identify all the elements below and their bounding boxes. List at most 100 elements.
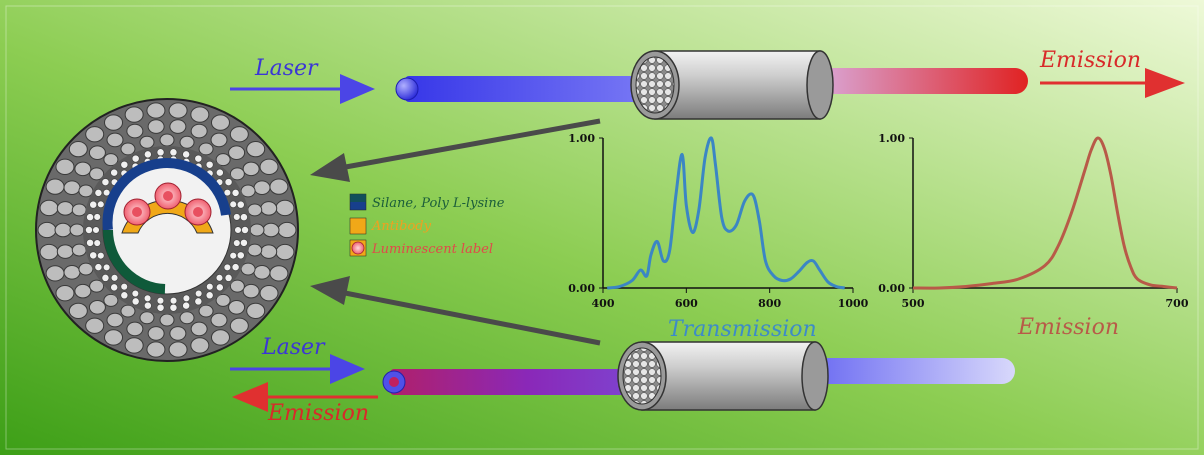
fiber-strand xyxy=(230,318,248,333)
fiber-strand xyxy=(148,327,164,341)
fiber-inner-strand xyxy=(195,298,202,305)
fiber-strand xyxy=(121,305,135,317)
fiber-strand xyxy=(75,284,91,298)
fiber-strand xyxy=(229,146,245,160)
fiber-strand xyxy=(86,127,104,142)
fiber-strand xyxy=(248,204,262,216)
label-laser-top: Laser xyxy=(254,56,319,81)
fiber-inner-strand xyxy=(170,297,177,304)
fiber-inner-strand xyxy=(90,201,97,208)
fiber-strand xyxy=(107,313,123,327)
fiber-inner-strand xyxy=(224,264,231,271)
fiber-strand xyxy=(211,313,227,327)
fiber-strand xyxy=(169,103,187,118)
x-tick-label: 600 xyxy=(675,297,698,310)
fiber-strand xyxy=(170,327,186,341)
fiber-strand xyxy=(140,136,154,148)
fiber-strand xyxy=(199,305,213,317)
fiber-strand xyxy=(260,159,278,174)
fiber-strand xyxy=(55,223,71,237)
fiber-strand xyxy=(69,142,87,157)
fiber-strand xyxy=(250,224,264,236)
fiber-inner-strand xyxy=(94,214,101,221)
fiber-strand xyxy=(199,143,213,155)
top-laser-beam xyxy=(405,76,655,102)
fiber-strand xyxy=(89,146,105,160)
fiber-inner-strand xyxy=(206,283,213,290)
fiber-strand xyxy=(180,136,194,148)
fiber-inner-strand xyxy=(233,240,240,247)
fiber-strand xyxy=(243,284,259,298)
fiber-inner-strand xyxy=(206,161,213,168)
legend-swatch-antibody xyxy=(350,218,366,234)
bottom-laser-beam xyxy=(815,358,1015,384)
fiber-strand xyxy=(40,244,58,259)
fiber-inner-strand xyxy=(170,149,177,156)
fiber-strand xyxy=(276,200,294,215)
y-tick-label: 1.00 xyxy=(878,132,905,145)
y-tick-label: 0.00 xyxy=(568,282,595,295)
label-emission-top: Emission xyxy=(1039,48,1141,73)
fiber-inner-strand xyxy=(111,284,118,291)
fiber-inner-strand xyxy=(86,239,93,246)
fiber-inner-strand xyxy=(183,302,190,309)
fiber-inner-strand xyxy=(195,155,202,162)
fiber-strand xyxy=(57,245,73,259)
fiber-strand xyxy=(270,179,288,194)
y-tick-label: 0.00 xyxy=(878,282,905,295)
fiber-inner-strand xyxy=(95,264,102,271)
y-tick-label: 1.00 xyxy=(568,132,595,145)
label-laser-bottom: Laser xyxy=(261,335,326,360)
fiber-strand xyxy=(107,133,123,147)
emission-chart-title: Emission xyxy=(1017,315,1119,340)
legend-item-antibody: Antibody xyxy=(371,219,432,234)
fiber-strand xyxy=(248,244,262,256)
fiber-strand xyxy=(140,312,154,324)
top-emission-beam xyxy=(820,68,1028,94)
fiber-inner-strand xyxy=(95,189,102,196)
fiber-strand xyxy=(64,181,80,195)
fiber-inner-strand xyxy=(235,227,242,234)
fiber-inner-strand xyxy=(216,284,223,291)
fiber-inner-strand xyxy=(97,201,104,208)
fiber-strand xyxy=(263,223,279,237)
fiber-inner-strand xyxy=(206,292,213,299)
x-tick-label: 500 xyxy=(902,297,925,310)
fiber-inner-strand xyxy=(111,169,118,176)
fiber-strand xyxy=(105,115,123,130)
fiber-inner-strand xyxy=(132,298,139,305)
x-tick-label: 700 xyxy=(1166,297,1189,310)
fiber-cross-section xyxy=(36,99,298,361)
fiber-strand xyxy=(191,338,209,353)
x-tick-label: 1000 xyxy=(838,297,869,310)
fiber-strand xyxy=(125,338,143,353)
fiber-strand xyxy=(75,162,91,176)
fiber-inner-strand xyxy=(183,151,190,158)
fiber-inner-strand xyxy=(85,226,92,233)
fiber-strand xyxy=(38,222,56,237)
transmission-chart-title: Transmission xyxy=(668,317,817,342)
fiber-inner-strand xyxy=(233,214,240,221)
fiber-inner-strand xyxy=(237,252,244,259)
fiber-inner-strand xyxy=(241,226,248,233)
fiber-inner-strand xyxy=(121,161,128,168)
fiber-inner-strand xyxy=(121,292,128,299)
fiber-strand xyxy=(243,162,259,176)
fiber-strand xyxy=(121,143,135,155)
fiber-inner-strand xyxy=(240,239,247,246)
fiber-inner-strand xyxy=(225,178,232,185)
fiber-strand xyxy=(270,266,288,281)
fiber-inner-strand xyxy=(93,227,100,234)
fiber-strand xyxy=(230,127,248,142)
fiber-inner-strand xyxy=(102,274,109,281)
fiber-inner-strand xyxy=(102,178,109,185)
fiber-inner-strand xyxy=(230,252,237,259)
fiber-inner-strand xyxy=(144,151,151,158)
fiber-inner-strand xyxy=(94,240,101,247)
fiber-inner-strand xyxy=(121,283,128,290)
fiber-strand xyxy=(105,330,123,345)
fiber-strand xyxy=(46,179,64,194)
legend-item-luminescent: Luminescent label xyxy=(371,242,493,257)
fiber-strand xyxy=(148,120,164,134)
fiber-strand xyxy=(261,245,277,259)
